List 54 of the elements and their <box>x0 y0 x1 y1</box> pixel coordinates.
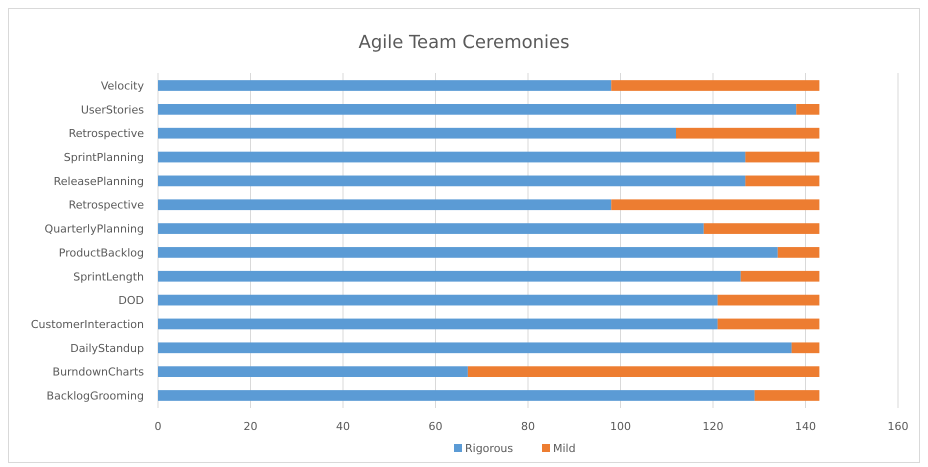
bar <box>158 176 746 186</box>
bar <box>158 128 676 139</box>
y-tick-label: DailyStandup <box>70 342 144 355</box>
x-tick-label: 160 <box>888 420 908 433</box>
bar <box>158 270 741 282</box>
bar <box>158 247 778 258</box>
bar <box>796 104 820 115</box>
x-tick-label: 40 <box>336 420 350 433</box>
y-tick-label: QuarterlyPlanning <box>44 222 144 236</box>
x-tick-label: 100 <box>610 420 631 433</box>
x-tick-label: 20 <box>244 420 258 433</box>
legend-label: Rigorous <box>465 442 514 455</box>
bar <box>778 247 820 258</box>
y-tick-label: UserStories <box>80 103 144 116</box>
y-tick-label: ProductBacklog <box>58 246 144 260</box>
bar <box>704 223 820 234</box>
bar <box>676 128 820 139</box>
y-tick-label: SprintLength <box>73 270 144 284</box>
y-tick-label: Retrospective <box>68 198 144 212</box>
bar <box>611 199 820 210</box>
bar <box>718 294 820 306</box>
bar <box>158 80 612 91</box>
bar <box>718 318 820 330</box>
bar <box>745 176 820 186</box>
bar <box>740 270 820 282</box>
bar <box>158 152 746 162</box>
x-tick-label: 140 <box>795 420 816 433</box>
x-tick-label: 60 <box>428 420 442 433</box>
bar <box>792 342 820 354</box>
y-tick-label: DOD <box>118 294 144 308</box>
bar <box>158 104 796 115</box>
bar <box>745 152 820 162</box>
y-tick-label: ReleasePlanning <box>54 174 144 188</box>
bar <box>158 294 718 306</box>
y-tick-label: CustomerInteraction <box>30 318 144 331</box>
chart-title: Agile Team Ceremonies <box>358 32 570 53</box>
x-tick-label: 120 <box>702 420 724 433</box>
bar <box>158 223 704 234</box>
bar <box>468 366 820 378</box>
y-tick-label: BurndownCharts <box>52 366 144 379</box>
bar <box>158 342 792 354</box>
y-tick-label: SprintPlanning <box>64 151 144 164</box>
x-tick-label: 0 <box>154 420 162 433</box>
legend-label: Mild <box>553 442 576 455</box>
bar <box>158 318 718 330</box>
y-tick-label: Retrospective <box>68 127 144 140</box>
y-tick-label: BacklogGrooming <box>46 389 144 402</box>
bar <box>158 199 612 210</box>
y-tick-label: Velocity <box>100 80 144 93</box>
x-tick-label: 80 <box>521 420 535 433</box>
bar <box>611 80 820 91</box>
bar <box>158 390 755 401</box>
bar <box>754 390 820 401</box>
bar <box>158 366 468 378</box>
